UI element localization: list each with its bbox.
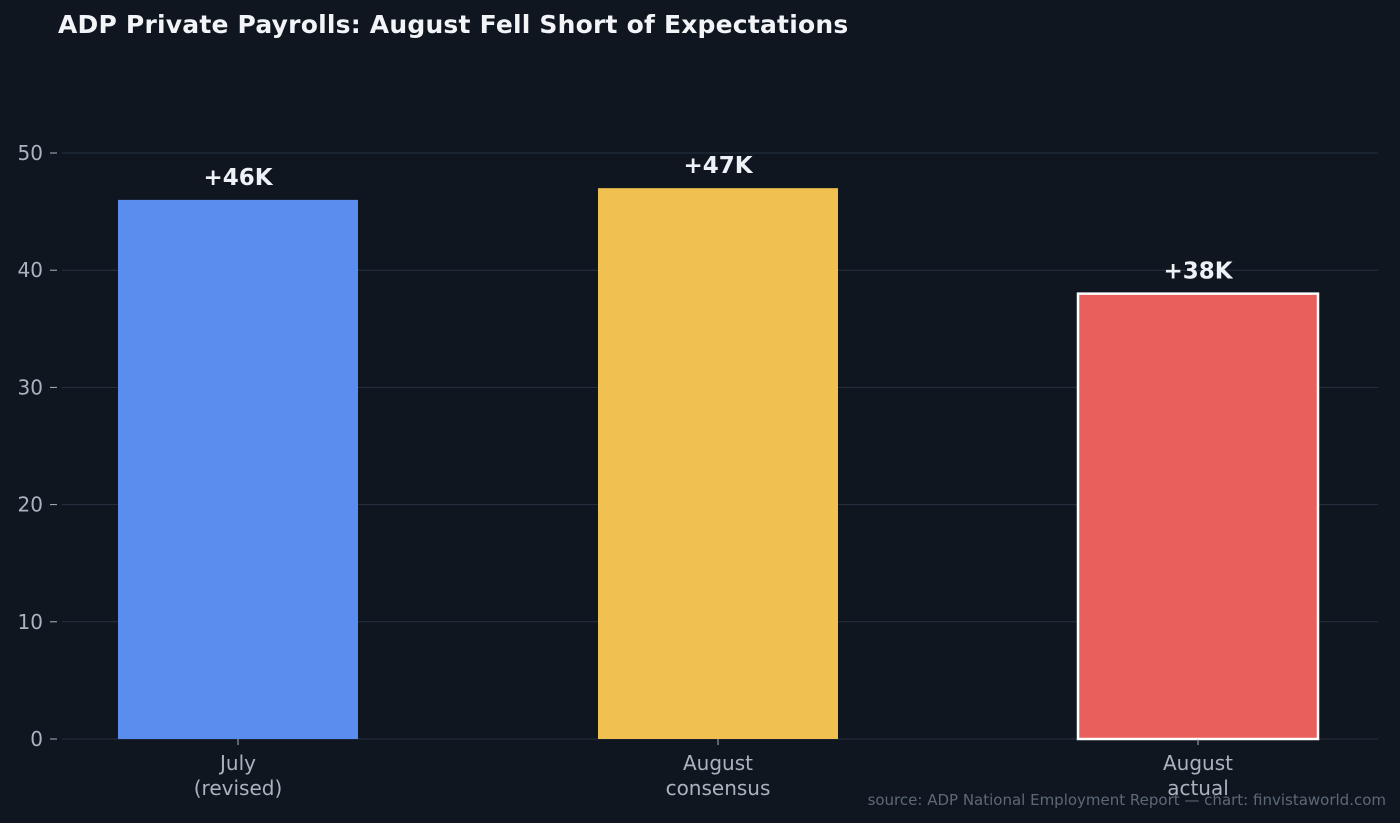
- y-tick-label: 10: [18, 610, 43, 634]
- bar: [118, 199, 358, 739]
- y-tick-label: 20: [18, 493, 43, 517]
- y-tick-label: 40: [18, 258, 43, 282]
- data-label: +46K: [203, 165, 273, 191]
- source-note: source: ADP National Employment Report —…: [867, 791, 1386, 809]
- x-tick-label: July (revised): [194, 751, 283, 800]
- bars: [118, 188, 1320, 741]
- y-tick-label: 50: [18, 141, 43, 165]
- x-axis-ticks: July (revised) August consensus August actual: [194, 739, 1233, 800]
- x-tick-label: August actual: [1163, 751, 1233, 800]
- y-axis-ticks: 0 10 20 30 40 50: [18, 141, 57, 751]
- y-tick-label: 0: [30, 727, 43, 751]
- x-tick-label: August consensus: [666, 751, 771, 800]
- data-label: +38K: [1163, 259, 1233, 285]
- data-labels: +46K +47K +38K: [203, 153, 1233, 284]
- bar: [1076, 292, 1320, 741]
- data-label: +47K: [683, 153, 753, 179]
- bar: [598, 188, 838, 739]
- y-tick-label: 30: [18, 375, 43, 399]
- chart-title: ADP Private Payrolls: August Fell Short …: [58, 10, 849, 39]
